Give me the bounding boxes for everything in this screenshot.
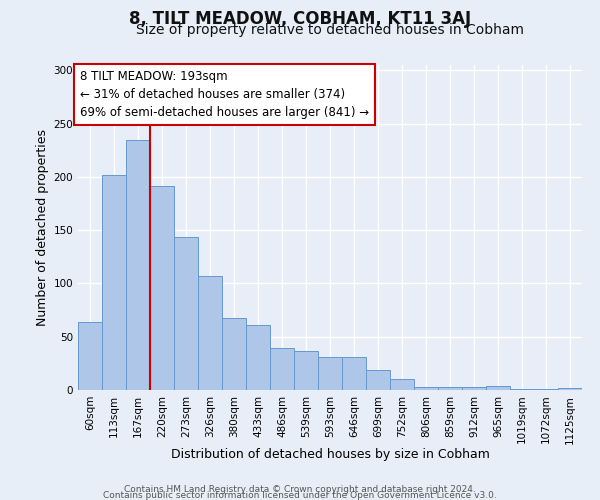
Text: 8, TILT MEADOW, COBHAM, KT11 3AJ: 8, TILT MEADOW, COBHAM, KT11 3AJ: [129, 10, 471, 28]
Bar: [486, 386, 510, 390]
Bar: [174, 236, 198, 390]
Text: 8 TILT MEADOW: 193sqm
← 31% of detached houses are smaller (374)
69% of semi-det: 8 TILT MEADOW: 193sqm ← 31% of detached …: [80, 70, 370, 120]
Bar: [246, 325, 270, 390]
Bar: [150, 186, 174, 390]
Bar: [198, 276, 222, 390]
Bar: [78, 322, 102, 390]
Text: Contains public sector information licensed under the Open Government Licence v3: Contains public sector information licen…: [103, 490, 497, 500]
Bar: [390, 380, 414, 390]
Bar: [510, 389, 534, 390]
Bar: [294, 350, 318, 390]
Title: Size of property relative to detached houses in Cobham: Size of property relative to detached ho…: [136, 24, 524, 38]
Bar: [222, 318, 246, 390]
Bar: [534, 389, 558, 390]
Bar: [414, 387, 438, 390]
Bar: [438, 387, 462, 390]
Bar: [342, 357, 366, 390]
Bar: [126, 140, 150, 390]
Bar: [102, 175, 126, 390]
Bar: [558, 388, 582, 390]
X-axis label: Distribution of detached houses by size in Cobham: Distribution of detached houses by size …: [170, 448, 490, 461]
Y-axis label: Number of detached properties: Number of detached properties: [36, 129, 49, 326]
Bar: [318, 357, 342, 390]
Bar: [270, 348, 294, 390]
Bar: [462, 387, 486, 390]
Bar: [366, 370, 390, 390]
Text: Contains HM Land Registry data © Crown copyright and database right 2024.: Contains HM Land Registry data © Crown c…: [124, 484, 476, 494]
